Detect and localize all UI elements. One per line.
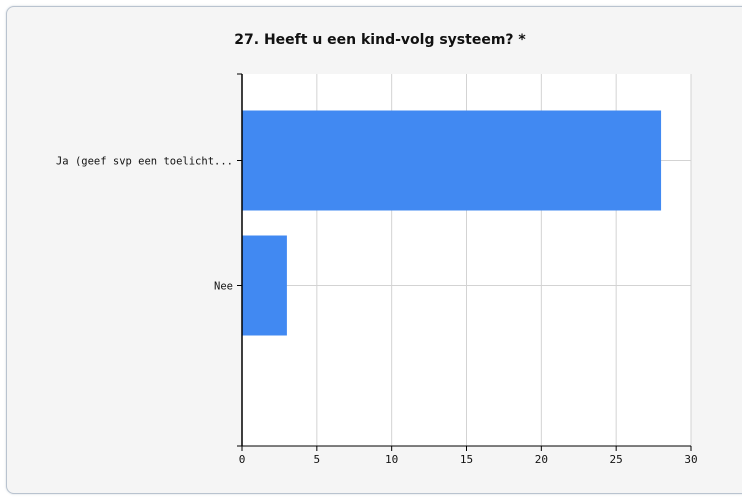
bar bbox=[242, 110, 662, 211]
x-tick-label: 5 bbox=[314, 453, 321, 466]
chart-title: 27. Heeft u een kind-volg systeem? * bbox=[234, 32, 526, 48]
y-category-label: Nee bbox=[214, 281, 233, 293]
x-tick-label: 30 bbox=[684, 453, 697, 466]
x-tick-label: 0 bbox=[239, 453, 246, 466]
x-tick-label: 25 bbox=[610, 453, 623, 466]
x-tick-label: 15 bbox=[460, 453, 473, 466]
y-category-label: Ja (geef svp een toelicht... bbox=[56, 156, 233, 168]
y-axis-categories: Ja (geef svp een toelicht... Nee bbox=[56, 156, 242, 293]
x-tick-label: 10 bbox=[385, 453, 398, 466]
x-tick-label: 20 bbox=[535, 453, 548, 466]
bars bbox=[242, 110, 662, 336]
x-axis-ticks: 0 5 10 15 20 25 30 bbox=[239, 446, 698, 466]
bar bbox=[242, 235, 287, 336]
